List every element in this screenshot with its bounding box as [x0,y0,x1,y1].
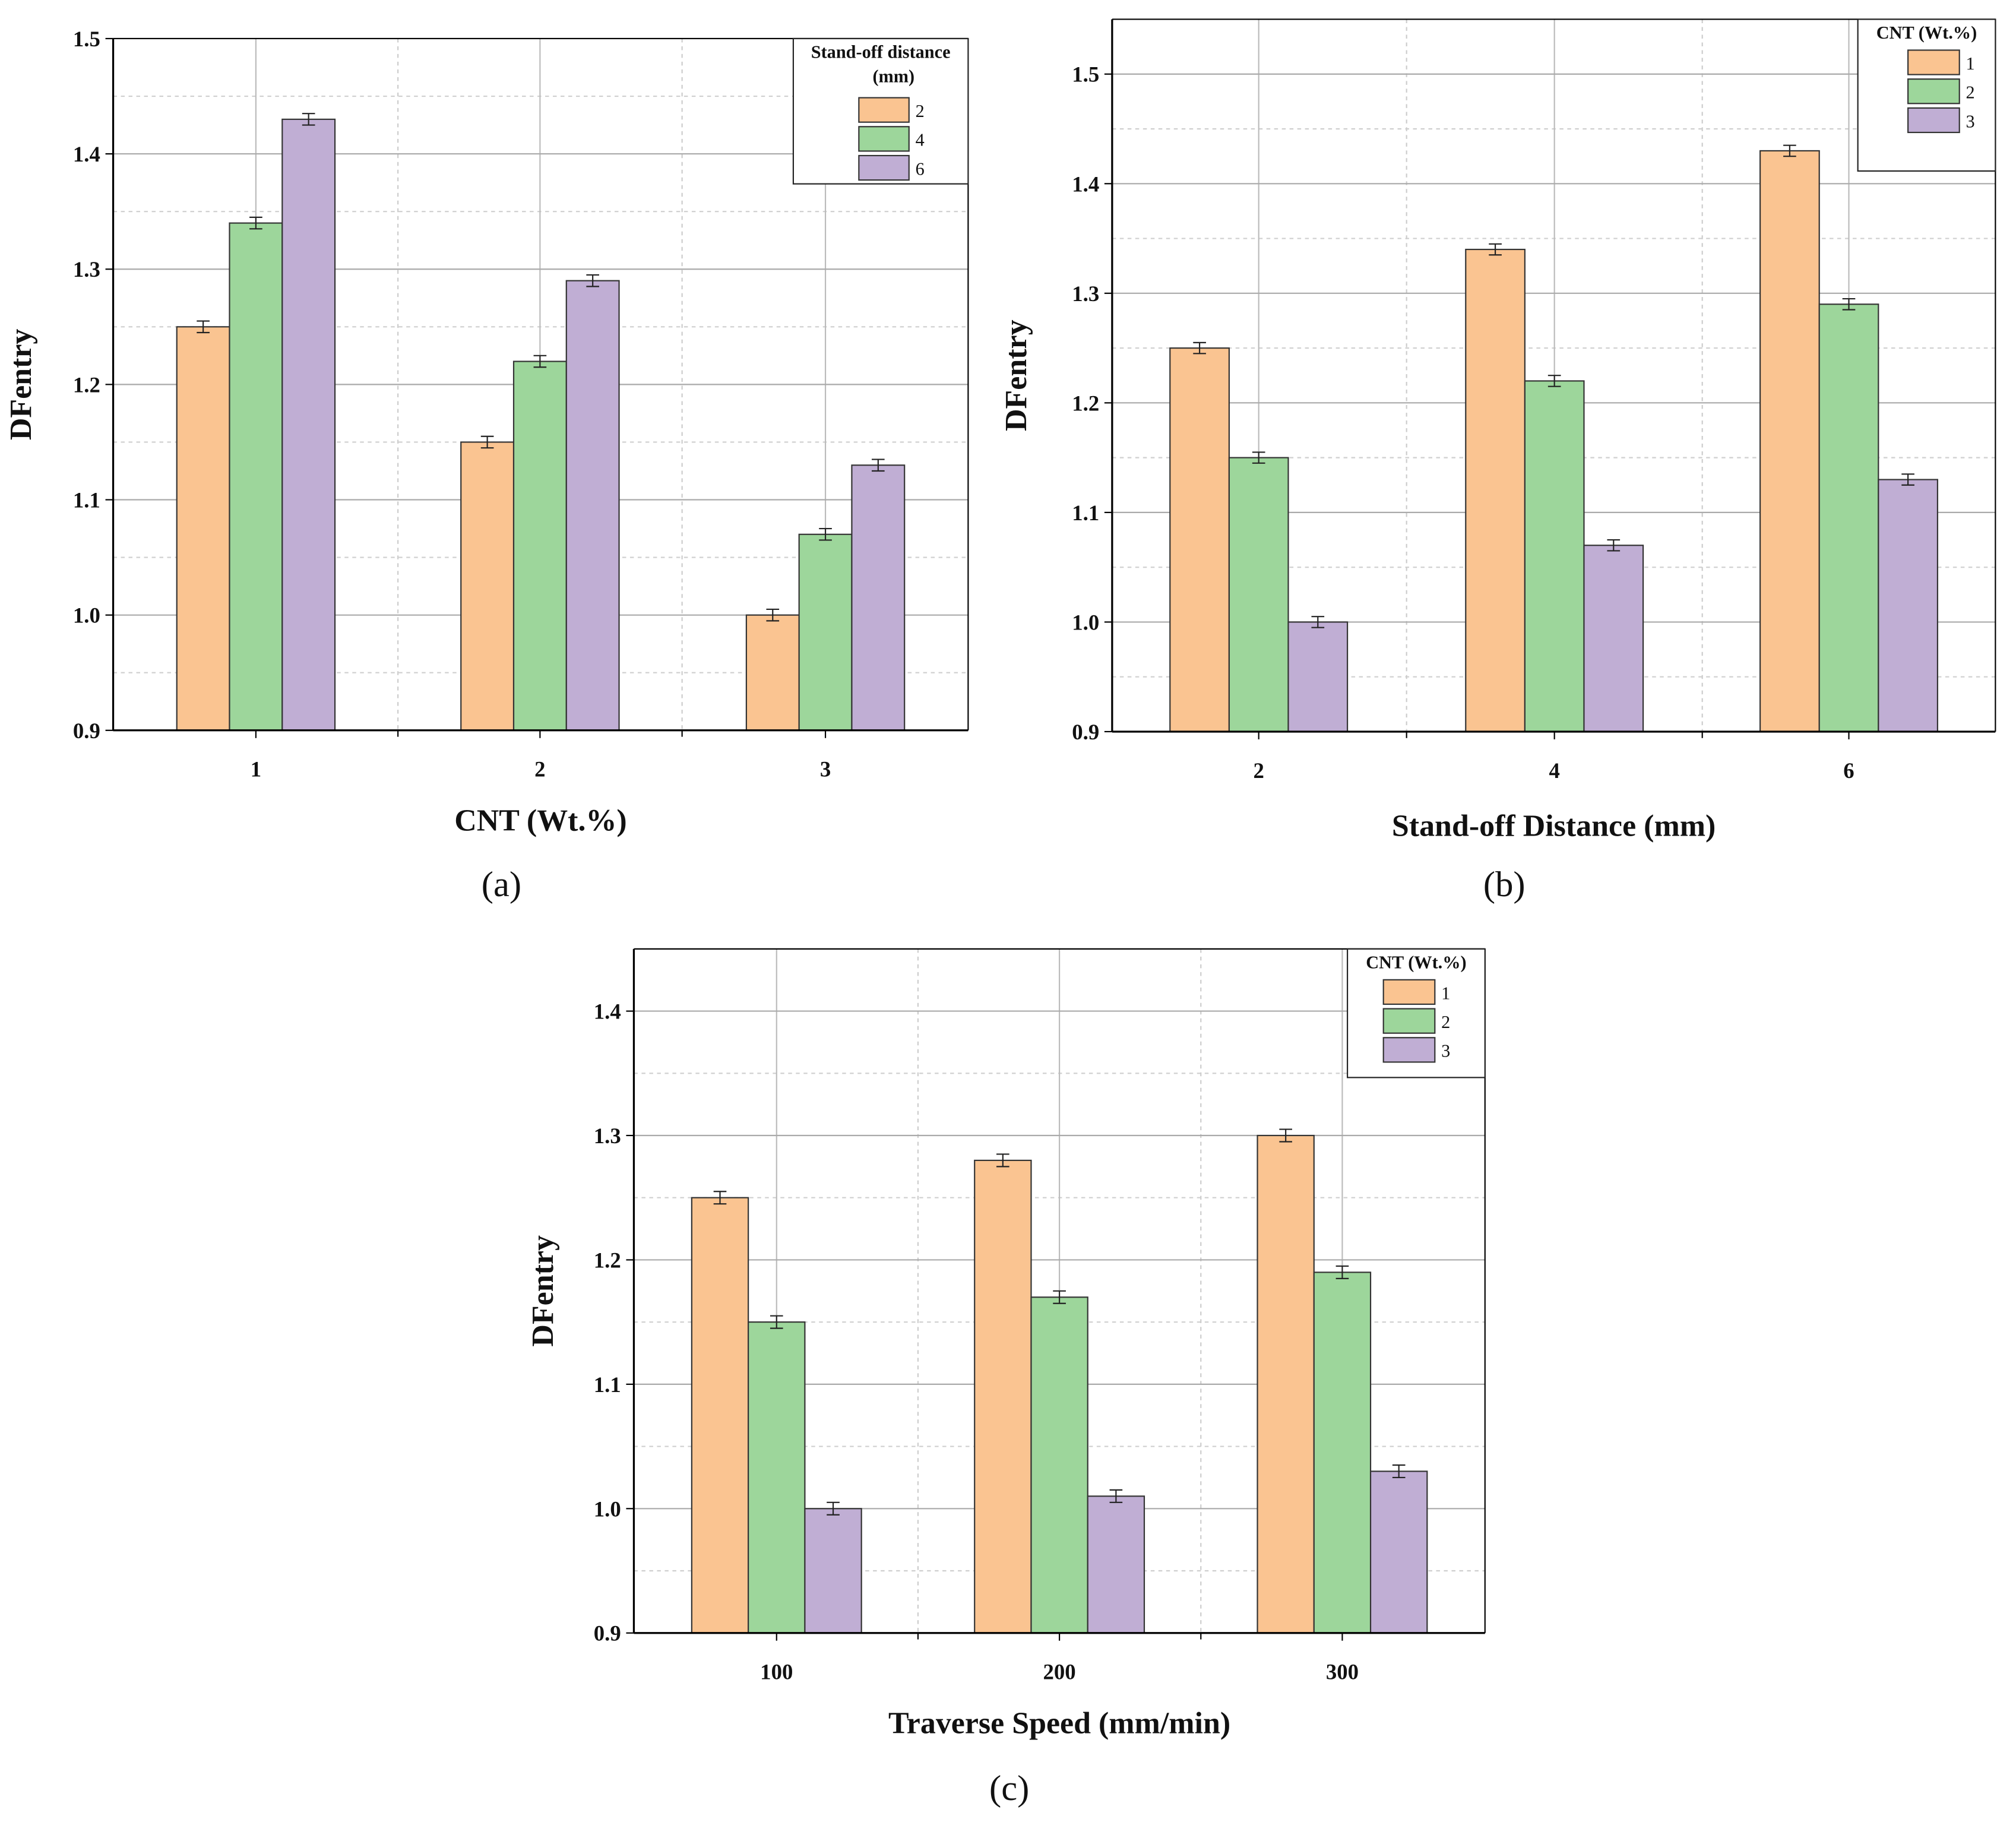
legend-swatch [1382,979,1436,1005]
bar [460,441,515,731]
legend-label: 4 [916,130,925,150]
y-tick-label: 0.9 [1072,720,1099,744]
y-axis-label: DFentry [526,1235,560,1347]
y-tick-label: 1.5 [1072,62,1099,87]
y-tick-label: 1.4 [594,999,621,1024]
panel-label: (c) [989,1769,1029,1808]
chart-panel-c: 0.9 1.0 1.1 1.2 1.3 1.4 100 200 300 Traverse Spee… [526,948,1486,1808]
x-tick-label: 2 [1253,758,1264,783]
x-tick-label: 2 [534,757,545,782]
y-tick-label: 1.2 [594,1248,621,1272]
y-tick-label: 1.0 [594,1497,621,1521]
bar [798,533,853,731]
y-tick-label: 1.3 [594,1124,621,1148]
y-tick-label: 1.0 [1072,610,1099,634]
bar [1313,1271,1372,1634]
panel-label: (a) [482,865,521,904]
y-tick-label: 1.4 [1072,172,1099,196]
legend-label: 3 [1441,1041,1450,1061]
bar [691,1197,749,1634]
bar [281,118,336,731]
legend: Stand-off distance (mm)2 4 6 [792,37,969,185]
bar [1257,1134,1315,1634]
x-tick-label: 200 [1043,1660,1076,1684]
y-tick-label: 1.3 [1072,281,1099,306]
x-axis-label: Traverse Speed (mm/min) [888,1707,1230,1741]
x-axis-label: CNT (Wt.%) [454,804,627,838]
bar [974,1159,1032,1634]
y-tick-label: 1.1 [1072,501,1099,525]
y-tick-label: 1.5 [73,27,100,51]
bar [565,280,620,731]
legend-title: CNT (Wt.%) [1876,23,1977,43]
chart-panel-a: 0.9 1.0 1.1 1.2 1.3 1.4 1.5 1 2 3 CNT (Wt.%) DFentr… [4,27,969,904]
bar [1524,380,1585,733]
legend-swatch [1382,1037,1436,1063]
y-tick-label: 1.2 [73,372,100,397]
y-tick-label: 1.2 [1072,391,1099,415]
legend-swatch [858,126,910,152]
bar [851,464,906,731]
legend-title: CNT (Wt.%) [1366,952,1466,972]
bar [1759,150,1820,733]
legend: CNT (Wt.%) 1 2 3 [1857,18,1996,172]
legend-title: Stand-off distance [811,42,951,62]
bar [1465,248,1526,733]
legend-swatch [1907,107,1960,134]
bar [176,326,230,731]
legend-label: 2 [1441,1012,1450,1032]
bar [1169,347,1230,733]
legend-label: 6 [916,159,925,179]
y-tick-label: 1.3 [73,257,100,281]
legend-label: 1 [1441,983,1450,1003]
y-tick-label: 0.9 [73,719,100,743]
x-tick-label: 4 [1549,758,1559,783]
chart-panel-b: 0.9 1.0 1.1 1.2 1.3 1.4 1.5 2 4 6 Stand-off Distan… [999,18,1996,904]
legend-swatch [1907,78,1960,105]
y-tick-label: 1.1 [594,1372,621,1397]
x-axis-label: Stand-off Distance (mm) [1392,809,1716,843]
legend-swatch [1907,49,1960,75]
legend-swatch [858,97,910,123]
y-tick-label: 1.4 [73,142,100,166]
bar [1087,1495,1145,1634]
bar [1287,621,1349,733]
x-tick-label: 6 [1843,758,1854,783]
bar [1818,303,1879,733]
bar [1369,1470,1428,1634]
bar [745,614,800,731]
bar [229,222,283,731]
y-tick-label: 0.9 [594,1621,621,1646]
x-tick-label: 3 [820,757,831,782]
bar [1030,1296,1088,1634]
legend-title-line2: (mm) [872,67,914,87]
legend-swatch [1382,1008,1436,1034]
bar [748,1321,806,1634]
x-tick-label: 300 [1326,1660,1359,1684]
bar [804,1508,862,1634]
legend-label: 3 [1966,111,1975,131]
y-axis-label: DFentry [4,329,38,441]
x-tick-label: 100 [760,1660,793,1684]
bar [1878,479,1938,733]
y-tick-label: 1.0 [73,603,100,628]
legend-label: 1 [1966,53,1975,74]
y-tick-label: 1.1 [73,488,100,513]
legend-swatch [858,154,910,181]
legend: CNT (Wt.%) 1 2 3 [1347,948,1486,1078]
y-axis-label: DFentry [999,320,1033,431]
panel-label: (b) [1483,865,1526,904]
bar [512,360,567,731]
bar [1228,457,1289,733]
legend-label: 2 [1966,83,1975,103]
legend-label: 2 [916,101,925,121]
x-tick-label: 1 [251,757,261,782]
bar [1583,545,1644,733]
